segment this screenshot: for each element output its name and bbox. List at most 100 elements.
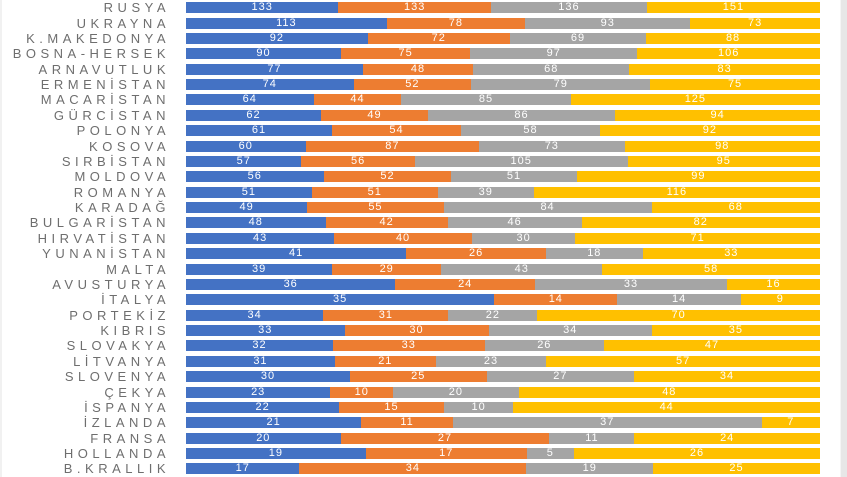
bar-segment-blue[interactable]: 39 [186, 263, 333, 275]
bar-segment-blue[interactable]: 33 [186, 325, 345, 337]
bar-segment-gray[interactable]: 10 [443, 401, 514, 413]
bar-segment-orange[interactable]: 42 [325, 217, 448, 229]
bar-segment-gray[interactable]: 5 [526, 448, 574, 460]
bar-segment-orange[interactable]: 15 [339, 401, 444, 413]
bar-segment-gray[interactable]: 86 [427, 109, 616, 121]
bar-segment-gray[interactable]: 97 [470, 48, 638, 60]
bar-segment-orange[interactable]: 87 [305, 140, 480, 152]
bar-segment-orange[interactable]: 10 [330, 386, 394, 398]
bar-segment-blue[interactable]: 31 [186, 355, 335, 367]
bar-segment-yellow[interactable]: 73 [690, 17, 820, 29]
bar-segment-blue[interactable]: 22 [186, 401, 340, 413]
bar-segment-blue[interactable]: 43 [186, 232, 335, 244]
bar-segment-yellow[interactable]: 7 [761, 417, 820, 429]
bar-segment-yellow[interactable]: 88 [646, 32, 820, 44]
bar-segment-blue[interactable]: 36 [186, 278, 396, 290]
bar-segment-orange[interactable]: 48 [362, 63, 474, 75]
bar-segment-gray[interactable]: 19 [526, 463, 654, 475]
bar-segment-gray[interactable]: 14 [617, 294, 741, 306]
bar-segment-gray[interactable]: 23 [435, 355, 547, 367]
bar-segment-yellow[interactable]: 68 [651, 202, 820, 214]
bar-segment-blue[interactable]: 133 [186, 2, 339, 14]
bar-segment-yellow[interactable]: 58 [602, 263, 820, 275]
bar-segment-gray[interactable]: 58 [461, 125, 600, 137]
bar-segment-blue[interactable]: 64 [186, 94, 314, 106]
bar-segment-gray[interactable]: 39 [437, 186, 534, 198]
bar-segment-blue[interactable]: 48 [186, 217, 326, 229]
bar-segment-yellow[interactable]: 44 [513, 401, 820, 413]
bar-segment-yellow[interactable]: 99 [576, 171, 820, 183]
bar-segment-blue[interactable]: 17 [186, 463, 300, 475]
bar-segment-gray[interactable]: 30 [471, 232, 576, 244]
bar-segment-gray[interactable]: 34 [488, 325, 652, 337]
bar-segment-orange[interactable]: 75 [341, 48, 471, 60]
bar-segment-yellow[interactable]: 71 [575, 232, 820, 244]
bar-segment-blue[interactable]: 21 [186, 417, 362, 429]
bar-segment-orange[interactable]: 52 [353, 79, 472, 91]
bar-segment-yellow[interactable]: 94 [615, 109, 820, 121]
bar-segment-gray[interactable]: 46 [447, 217, 582, 229]
bar-segment-yellow[interactable]: 151 [646, 2, 820, 14]
bar-segment-orange[interactable]: 29 [332, 263, 442, 275]
bar-segment-orange[interactable]: 72 [367, 32, 510, 44]
bar-segment-blue[interactable]: 51 [186, 186, 312, 198]
bar-segment-gray[interactable]: 37 [452, 417, 762, 429]
bar-segment-orange[interactable]: 54 [331, 125, 462, 137]
bar-segment-blue[interactable]: 30 [186, 371, 350, 383]
bar-segment-orange[interactable]: 30 [344, 325, 489, 337]
bar-segment-yellow[interactable]: 25 [653, 463, 820, 475]
bar-segment-gray[interactable]: 18 [545, 248, 643, 260]
bar-segment-orange[interactable]: 11 [361, 417, 453, 429]
bar-segment-yellow[interactable]: 24 [634, 432, 820, 444]
bar-segment-yellow[interactable]: 33 [642, 248, 820, 260]
bar-segment-yellow[interactable]: 16 [726, 278, 820, 290]
bar-segment-yellow[interactable]: 75 [650, 79, 820, 91]
bar-segment-orange[interactable]: 17 [365, 448, 527, 460]
bar-segment-orange[interactable]: 78 [386, 17, 526, 29]
bar-segment-yellow[interactable]: 34 [634, 371, 820, 383]
bar-segment-gray[interactable]: 26 [484, 340, 605, 352]
bar-segment-orange[interactable]: 14 [494, 294, 618, 306]
bar-segment-blue[interactable]: 34 [186, 309, 324, 321]
bar-segment-orange[interactable]: 49 [321, 109, 428, 121]
bar-segment-yellow[interactable]: 98 [624, 140, 820, 152]
bar-segment-gray[interactable]: 22 [448, 309, 538, 321]
bar-segment-gray[interactable]: 85 [401, 94, 571, 106]
bar-segment-yellow[interactable]: 106 [637, 48, 820, 60]
bar-segment-yellow[interactable]: 26 [573, 448, 820, 460]
bar-segment-orange[interactable]: 33 [333, 340, 485, 352]
bar-segment-gray[interactable]: 27 [486, 371, 635, 383]
bar-segment-yellow[interactable]: 82 [581, 217, 820, 229]
bar-segment-orange[interactable]: 31 [323, 309, 449, 321]
bar-segment-yellow[interactable]: 57 [546, 355, 820, 367]
bar-segment-orange[interactable]: 51 [311, 186, 438, 198]
bar-segment-blue[interactable]: 57 [186, 155, 302, 167]
bar-segment-blue[interactable]: 62 [186, 109, 322, 121]
bar-segment-yellow[interactable]: 125 [570, 94, 820, 106]
bar-segment-yellow[interactable]: 83 [629, 63, 820, 75]
bar-segment-yellow[interactable]: 95 [627, 155, 820, 167]
bar-segment-yellow[interactable]: 48 [518, 386, 820, 398]
bar-segment-gray[interactable]: 93 [525, 17, 691, 29]
bar-segment-blue[interactable]: 90 [186, 48, 342, 60]
bar-segment-gray[interactable]: 84 [443, 202, 652, 214]
bar-segment-blue[interactable]: 92 [186, 32, 368, 44]
bar-segment-gray[interactable]: 79 [471, 79, 651, 91]
bar-segment-blue[interactable]: 35 [186, 294, 495, 306]
bar-segment-orange[interactable]: 55 [307, 202, 444, 214]
bar-segment-blue[interactable]: 23 [186, 386, 331, 398]
bar-segment-yellow[interactable]: 70 [537, 309, 820, 321]
bar-segment-gray[interactable]: 68 [473, 63, 630, 75]
bar-segment-orange[interactable]: 40 [334, 232, 472, 244]
bar-segment-orange[interactable]: 34 [299, 463, 527, 475]
bar-segment-gray[interactable]: 73 [479, 140, 625, 152]
bar-segment-blue[interactable]: 74 [186, 79, 354, 91]
bar-segment-gray[interactable]: 105 [414, 155, 628, 167]
bar-segment-gray[interactable]: 136 [490, 2, 647, 14]
bar-segment-yellow[interactable]: 9 [740, 294, 820, 306]
bar-segment-blue[interactable]: 20 [186, 432, 341, 444]
bar-segment-yellow[interactable]: 116 [533, 186, 820, 198]
bar-segment-gray[interactable]: 20 [393, 386, 519, 398]
bar-segment-orange[interactable]: 25 [349, 371, 487, 383]
bar-segment-blue[interactable]: 32 [186, 340, 333, 352]
